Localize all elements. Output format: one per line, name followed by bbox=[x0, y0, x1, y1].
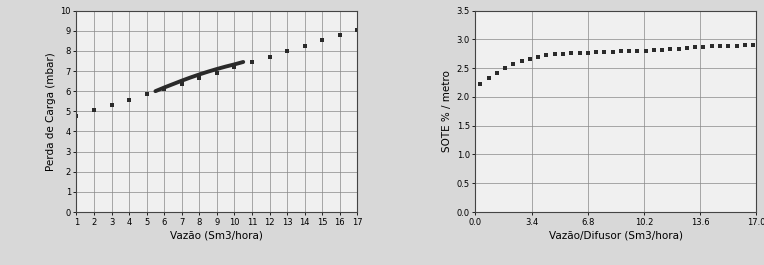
Y-axis label: SOTE % / metro: SOTE % / metro bbox=[442, 70, 452, 152]
Y-axis label: Perda de Carga (mbar): Perda de Carga (mbar) bbox=[46, 52, 57, 171]
X-axis label: Vazão/Difusor (Sm3/hora): Vazão/Difusor (Sm3/hora) bbox=[549, 231, 683, 241]
X-axis label: Vazão (Sm3/hora): Vazão (Sm3/hora) bbox=[170, 231, 264, 241]
